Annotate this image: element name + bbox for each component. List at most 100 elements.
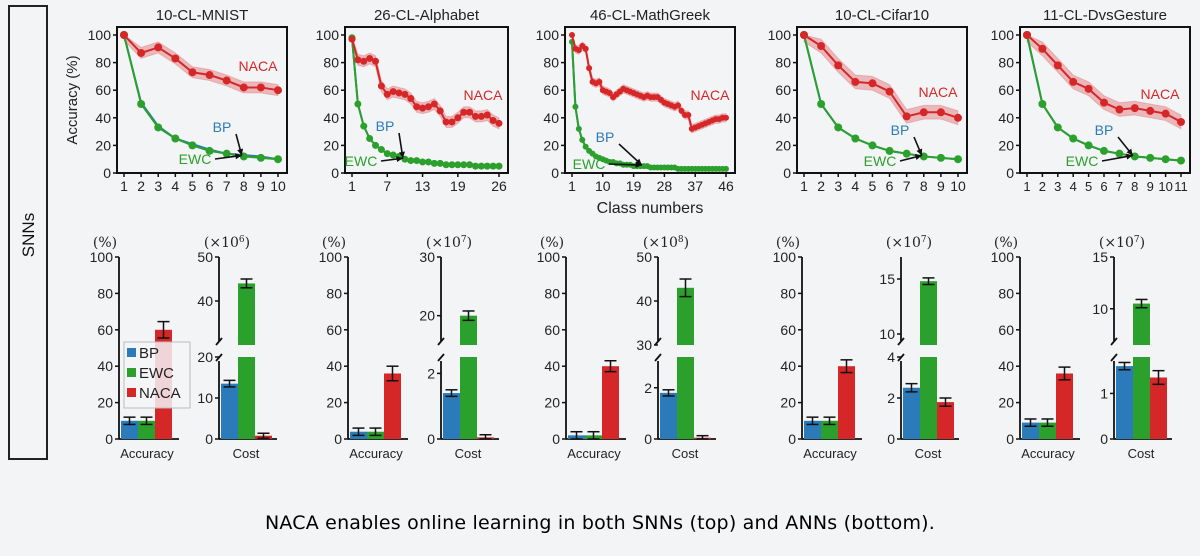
ewc-bar xyxy=(821,420,838,439)
x-tick-label: 1 xyxy=(120,178,128,194)
chart-title: 10-CL-Cifar10 xyxy=(835,7,929,24)
x-tick-label: 19 xyxy=(626,178,642,194)
naca-point xyxy=(1053,61,1062,70)
naca-point xyxy=(575,47,582,54)
naca-point xyxy=(274,86,282,95)
ewc-point xyxy=(936,153,945,162)
ewc-point xyxy=(372,141,380,149)
naca-point xyxy=(188,68,197,77)
unit-exponent: 8 xyxy=(678,235,684,245)
ewc-point xyxy=(817,100,826,108)
naca-point xyxy=(936,108,945,117)
ewc-point xyxy=(495,162,503,170)
x-tick-label: 8 xyxy=(1131,179,1138,194)
y-tick-label: 0 xyxy=(887,431,895,447)
x-tick-label: 8 xyxy=(920,178,928,194)
naca-point xyxy=(120,31,128,39)
y-tick-label: 20 xyxy=(543,137,559,153)
y-tick-label: 40 xyxy=(97,358,113,374)
y-tick-label: 1 xyxy=(1100,385,1108,401)
line-chart-1: 10-CL-MNIST 0 20 40 60 80 100 1 2 3 4 5 6 7 8 9 10 Accura… xyxy=(64,7,288,194)
ewc-point xyxy=(424,158,432,166)
unit-exponent: 7 xyxy=(461,235,467,245)
line-chart-2: 26-CL-Alphabet 0 20 40 60 80 100 1 7 13 19 26 NACA BP… xyxy=(316,7,509,194)
axis-break-mark xyxy=(215,337,223,346)
unit-label: (%) xyxy=(322,235,346,251)
y-tick-label: 100 xyxy=(90,249,114,265)
y-tick-label: 40 xyxy=(775,110,791,126)
unit-close: ) xyxy=(1140,235,1145,251)
ewc-bar-upper xyxy=(460,315,477,345)
naca-point xyxy=(1130,104,1139,113)
naca-point xyxy=(885,87,894,96)
y-tick-label: 80 xyxy=(775,55,791,71)
ewc-bar-lower xyxy=(460,357,477,439)
ewc-bar-lower xyxy=(677,357,694,439)
y-tick-label: 40 xyxy=(95,110,111,126)
ewc-point xyxy=(868,141,877,150)
naca-point xyxy=(954,113,962,122)
x-tick-label: 7 xyxy=(903,178,911,194)
x-tick-label: 5 xyxy=(189,178,197,194)
ewc-point xyxy=(389,151,397,159)
ewc-point xyxy=(1161,155,1170,164)
y-tick-label: 20 xyxy=(197,349,213,365)
naca-label: NACA xyxy=(919,84,959,100)
y-tick-label: 10 xyxy=(1092,301,1108,317)
y-tick-label: 20 xyxy=(544,395,560,411)
unit-close: ) xyxy=(245,235,250,251)
bp-arrow-head xyxy=(916,148,923,156)
x-tick-label: 1 xyxy=(800,178,808,194)
naca-point xyxy=(448,118,456,126)
y-axis-label: Accuracy (%) xyxy=(64,55,81,144)
x-tick-label: 26 xyxy=(491,178,507,194)
ewc-point xyxy=(171,134,180,143)
x-tick-label: 4 xyxy=(851,178,859,194)
y-tick-label: 40 xyxy=(636,293,652,309)
naca-point xyxy=(419,104,427,112)
ewc-point xyxy=(448,161,456,169)
naca-point xyxy=(154,43,163,52)
ewc-bar xyxy=(138,420,155,439)
ewc-point xyxy=(851,134,860,143)
x-tick-label: 3 xyxy=(834,178,842,194)
y-tick-label: 0 xyxy=(1006,165,1014,181)
naca-point xyxy=(256,83,265,92)
bp-bar xyxy=(804,420,821,439)
ewc-bar-upper xyxy=(238,283,255,345)
naca-point xyxy=(471,112,479,120)
naca-point xyxy=(436,107,444,115)
x-axis-label: Accuracy xyxy=(803,446,857,461)
unit-label: (%) xyxy=(994,235,1018,251)
y-tick-label: 60 xyxy=(998,82,1014,98)
ewc-label: EWC xyxy=(179,151,212,167)
y-tick-label: 20 xyxy=(95,137,111,153)
naca-bar xyxy=(602,366,619,439)
ewc-label: EWC xyxy=(345,153,378,169)
y-tick-label: 10 xyxy=(197,390,213,406)
unit-close: ) xyxy=(467,235,472,251)
naca-bar xyxy=(937,402,954,439)
ewc-point xyxy=(579,136,586,143)
naca-bar xyxy=(384,373,401,439)
y-tick-label: 80 xyxy=(998,285,1014,301)
unit-label: (×107) xyxy=(1099,235,1145,251)
naca-point xyxy=(395,89,403,97)
ewc-point xyxy=(1084,141,1093,150)
y-tick-label: 20 xyxy=(326,395,342,411)
ewc-point xyxy=(834,123,843,132)
ewc-point xyxy=(413,157,421,165)
y-tick-label: 50 xyxy=(636,249,652,265)
bp-arrow-head xyxy=(237,148,244,156)
bp-bar xyxy=(1116,366,1133,439)
ewc-point xyxy=(377,146,385,154)
figure-caption: NACA enables online learning in both SNN… xyxy=(265,512,935,534)
x-tick-label: 4 xyxy=(171,178,179,194)
x-tick-label: 2 xyxy=(1039,179,1046,194)
ewc-point xyxy=(885,146,894,155)
naca-label: NACA xyxy=(239,58,279,74)
naca-point xyxy=(430,100,438,108)
x-tick-label: 10 xyxy=(1158,179,1172,194)
unit-exponent: 7 xyxy=(921,235,927,245)
